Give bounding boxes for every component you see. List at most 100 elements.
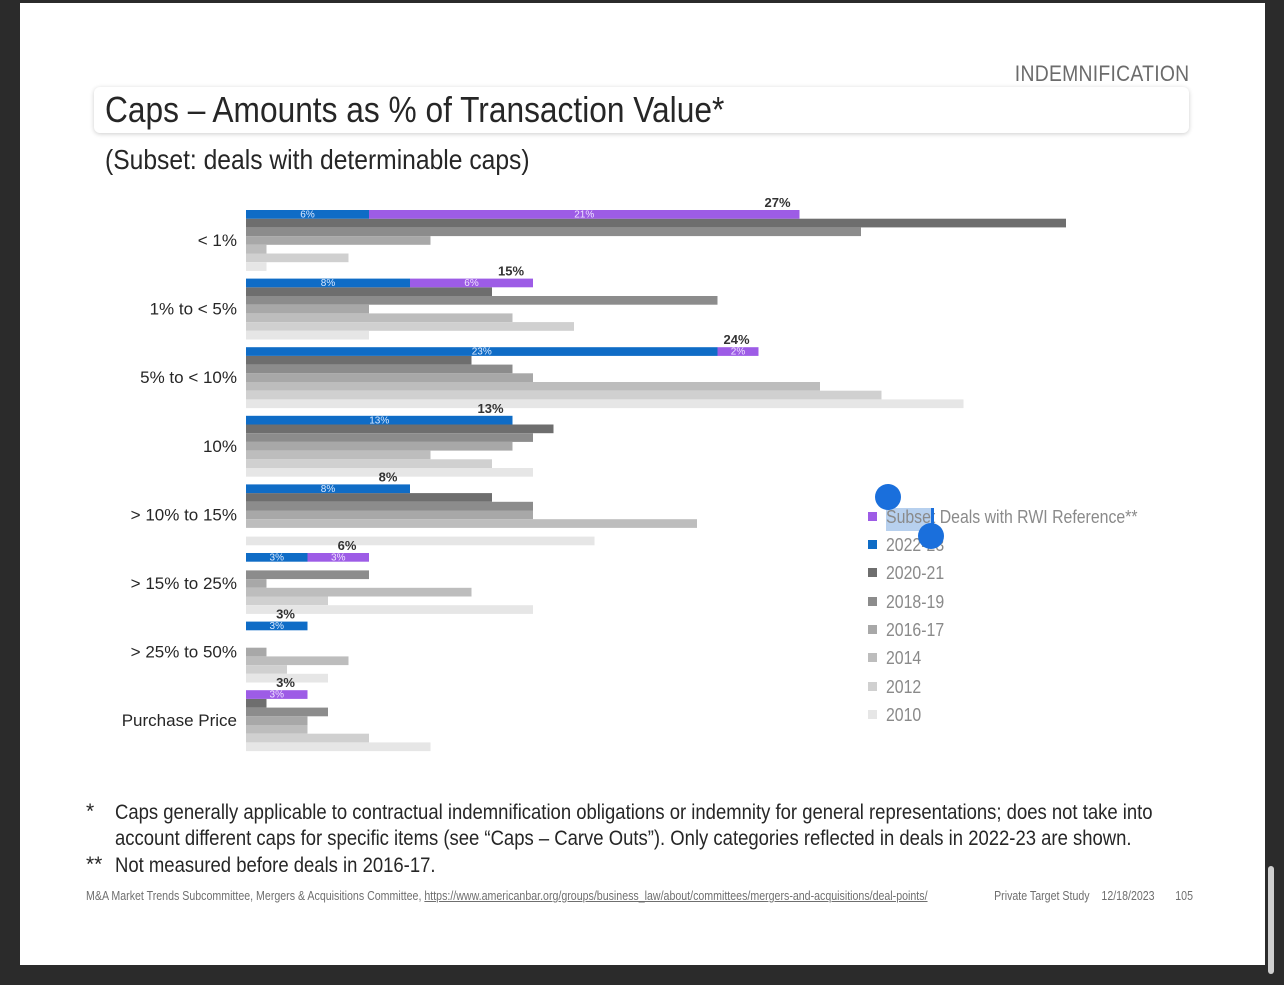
- total-label: 27%: [764, 195, 790, 210]
- bar-2014: [246, 313, 513, 323]
- data-label: 8%: [321, 278, 336, 289]
- data-label: 6%: [300, 210, 315, 221]
- bar-2022-23: [246, 278, 410, 288]
- category-label: Purchase Price: [122, 711, 237, 730]
- section-heading: INDEMNIFICATION: [1014, 61, 1189, 86]
- total-label: 8%: [379, 469, 398, 484]
- bar-2016-17: [246, 716, 308, 725]
- bar-rwi: [717, 347, 759, 356]
- legend-label: Subset Deals with RWI Reference**: [886, 507, 1138, 527]
- bar-2022-23: [246, 347, 718, 356]
- bar-2016-17: [246, 373, 533, 382]
- legend-label: 2012: [886, 677, 922, 697]
- bar-2010: [246, 605, 533, 614]
- total-label: 24%: [723, 332, 749, 347]
- category-label: 10%: [203, 437, 237, 456]
- title-box: [94, 87, 1189, 133]
- bar-2012: [246, 253, 349, 263]
- page-title: Caps – Amounts as % of Transaction Value…: [105, 89, 725, 130]
- footer-link[interactable]: https://www.americanbar.org/groups/busin…: [424, 889, 928, 903]
- bar-2016-17: [246, 510, 533, 520]
- category-label: 5% to < 10%: [140, 368, 237, 387]
- legend-swatch: [868, 512, 877, 521]
- page-subtitle: (Subset: deals with determinable caps): [105, 144, 530, 175]
- footer-source: M&A Market Trends Subcommittee, Mergers …: [86, 889, 928, 903]
- bar-2018-19: [246, 707, 328, 717]
- bar-2020-21: [246, 698, 267, 708]
- bar-2010: [246, 399, 964, 409]
- legend-swatch: [868, 710, 877, 719]
- bar-chart: < 1% 6% 21% 27% 1% to < 5% 8% 6% 15% 5% to < 10%…: [122, 195, 1066, 752]
- bar-2014: [246, 244, 267, 254]
- selection-start-handle[interactable]: [875, 484, 901, 510]
- bar-2014: [246, 450, 431, 460]
- bar-2012: [246, 322, 574, 331]
- footnote-mark: *: [86, 800, 95, 823]
- footer-meta: Private Target Study 12/18/2023 105: [994, 889, 1193, 903]
- data-label: 3%: [270, 621, 285, 632]
- scrollbar-track[interactable]: [1266, 0, 1284, 985]
- bar-2012: [246, 733, 369, 743]
- footnote-text: Caps generally applicable to contractual…: [115, 801, 1153, 850]
- bar-2012: [246, 596, 328, 606]
- category-label: < 1%: [198, 231, 237, 250]
- footnote-mark: **: [86, 853, 103, 876]
- bar-2010: [246, 742, 431, 752]
- legend-label: 2016-17: [886, 620, 945, 640]
- footer-study: Private Target Study: [994, 889, 1090, 903]
- category-label: > 10% to 15%: [131, 505, 237, 524]
- data-label: 23%: [472, 347, 492, 358]
- bar-2018-19: [246, 296, 718, 305]
- bar-2014: [246, 725, 308, 734]
- bar-2022-23: [246, 553, 308, 562]
- bar-2012: [246, 665, 287, 674]
- footer-source-text: M&A Market Trends Subcommittee, Mergers …: [86, 889, 425, 903]
- data-label: 3%: [331, 553, 346, 564]
- legend-swatch: [868, 625, 877, 634]
- footer-date: 12/18/2023: [1101, 889, 1155, 903]
- legend-swatch: [868, 682, 877, 691]
- legend-swatch: [868, 568, 877, 577]
- bar-rwi: [307, 553, 369, 562]
- bar-2012: [246, 459, 492, 468]
- bar-2018-19: [246, 501, 533, 511]
- bar-2010: [246, 468, 533, 477]
- selection-caret: [931, 508, 934, 531]
- bar-2016-17: [246, 304, 369, 314]
- bar-2016-17: [246, 647, 267, 657]
- selection-end-handle[interactable]: [918, 523, 944, 549]
- footer-page-number: 105: [1175, 889, 1193, 903]
- bar-rwi: [369, 210, 800, 219]
- scrollbar-thumb[interactable]: [1268, 866, 1274, 974]
- bar-2014: [246, 519, 697, 528]
- bar-2018-19: [246, 364, 513, 374]
- bar-2022-23: [246, 210, 369, 219]
- total-label: 13%: [477, 401, 503, 416]
- legend-swatch: [868, 597, 877, 606]
- bar-2012: [246, 390, 882, 400]
- bar-2010: [246, 330, 369, 340]
- total-label: 3%: [276, 675, 295, 690]
- legend-label: 2014: [886, 648, 922, 668]
- bar-2018-19: [246, 570, 369, 580]
- bar-2016-17: [246, 236, 431, 245]
- bar-2020-21: [246, 218, 1066, 228]
- total-label: 3%: [276, 607, 295, 622]
- bar-2022-23: [246, 621, 308, 631]
- legend-label: 2018-19: [886, 592, 945, 612]
- bar-2014: [246, 656, 349, 666]
- data-label: 6%: [464, 278, 479, 289]
- data-label: 2%: [731, 347, 746, 358]
- bar-2018-19: [246, 227, 861, 237]
- bar-2010: [246, 673, 328, 683]
- bar-2018-19: [246, 433, 533, 442]
- bar-2014: [246, 587, 472, 597]
- category-label: > 15% to 25%: [131, 574, 237, 593]
- legend-label: 2010: [886, 705, 922, 725]
- bar-2016-17: [246, 441, 513, 451]
- bar-2010: [246, 262, 267, 271]
- data-label: 3%: [270, 553, 285, 564]
- data-label: 8%: [321, 484, 336, 495]
- data-label: 21%: [574, 210, 594, 221]
- bar-2020-21: [246, 493, 492, 502]
